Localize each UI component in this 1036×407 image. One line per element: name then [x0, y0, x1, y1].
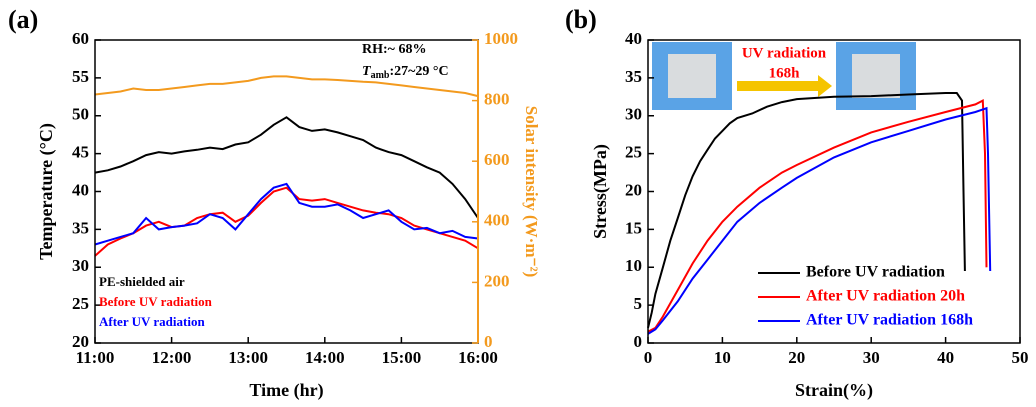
y-tick-label: 30 — [625, 105, 642, 124]
y-tick-label: 15 — [625, 218, 642, 237]
x-tick-label: 12:00 — [152, 348, 192, 367]
x-tick-label: 0 — [644, 348, 653, 367]
series-line — [647, 106, 992, 335]
series-line — [94, 186, 479, 257]
y-tick-label: 10 — [625, 256, 642, 275]
x-tick-label: 13:00 — [228, 348, 268, 367]
x-tick-label: 11:00 — [76, 348, 115, 367]
series-line — [94, 75, 479, 98]
legend-label: After UV radiation 168h — [806, 312, 973, 329]
inset-label: 168h — [769, 65, 801, 81]
legend-label: PE-shielded air — [99, 274, 185, 289]
x-tick-label: 50 — [1012, 348, 1029, 367]
panel-label: (b) — [565, 5, 597, 34]
legend-label: Before UV radiation — [99, 294, 213, 309]
y-tick-label: 25 — [72, 294, 89, 313]
y2-tick-label: 200 — [484, 271, 510, 290]
legend-label: After UV radiation — [99, 314, 205, 329]
y-tick-label: 40 — [625, 29, 642, 48]
y-tick-label: 5 — [634, 294, 643, 313]
y-tick-label: 20 — [72, 332, 89, 351]
inset-label: UV radiation — [742, 45, 827, 61]
y-tick-label: 30 — [72, 256, 89, 275]
y-tick-label: 40 — [72, 180, 89, 199]
annotation: RH:~ 68% — [362, 42, 426, 57]
series-line — [94, 116, 479, 219]
y-axis-label: Temperature (°C) — [36, 123, 57, 260]
y-axis-label: Stress(MPa) — [590, 144, 611, 239]
series-line — [647, 98, 988, 333]
annotation: Tamb:27~29 °C — [362, 64, 449, 81]
annotation-text: :27~29 °C — [389, 64, 448, 79]
sample-film — [852, 54, 900, 98]
legend-label: Before UV radiation — [806, 264, 945, 281]
x-tick-label: 15:00 — [382, 348, 422, 367]
x-tick-label: 16:00 — [458, 348, 498, 367]
y2-tick-label: 600 — [484, 150, 510, 169]
x-axis-label: Strain(%) — [795, 380, 873, 401]
arrow — [737, 75, 832, 97]
series-line — [94, 182, 479, 246]
annotation-symbol: T — [362, 64, 372, 79]
y2-tick-label: 400 — [484, 211, 510, 230]
y-tick-label: 45 — [72, 143, 89, 162]
x-axis-label: Time (hr) — [249, 380, 323, 401]
x-tick-label: 20 — [788, 348, 805, 367]
y-tick-label: 60 — [72, 29, 89, 48]
y-tick-label: 35 — [625, 67, 642, 86]
x-tick-label: 30 — [863, 348, 880, 367]
inset: UV radiation 168h — [652, 42, 916, 110]
y-tick-label: 35 — [72, 218, 89, 237]
x-tick-label: 40 — [937, 348, 954, 367]
y-tick-label: 55 — [72, 67, 89, 86]
x-tick-label: 14:00 — [305, 348, 345, 367]
y-tick-label: 25 — [625, 143, 642, 162]
y2-tick-label: 1000 — [484, 29, 518, 48]
y-tick-label: 0 — [634, 332, 643, 351]
y2-axis-label: Solar intensity (W·m⁻²) — [522, 106, 541, 277]
panel-label: (a) — [8, 5, 38, 34]
legend-label: After UV radiation 20h — [806, 288, 965, 305]
y2-tick-label: 0 — [484, 332, 493, 351]
y-tick-label: 50 — [72, 105, 89, 124]
y2-tick-label: 800 — [484, 90, 510, 109]
y-tick-label: 20 — [625, 180, 642, 199]
annotation-subscript: amb — [371, 70, 390, 81]
sample-film — [668, 54, 716, 98]
x-tick-label: 10 — [714, 348, 731, 367]
series-line — [647, 92, 966, 329]
